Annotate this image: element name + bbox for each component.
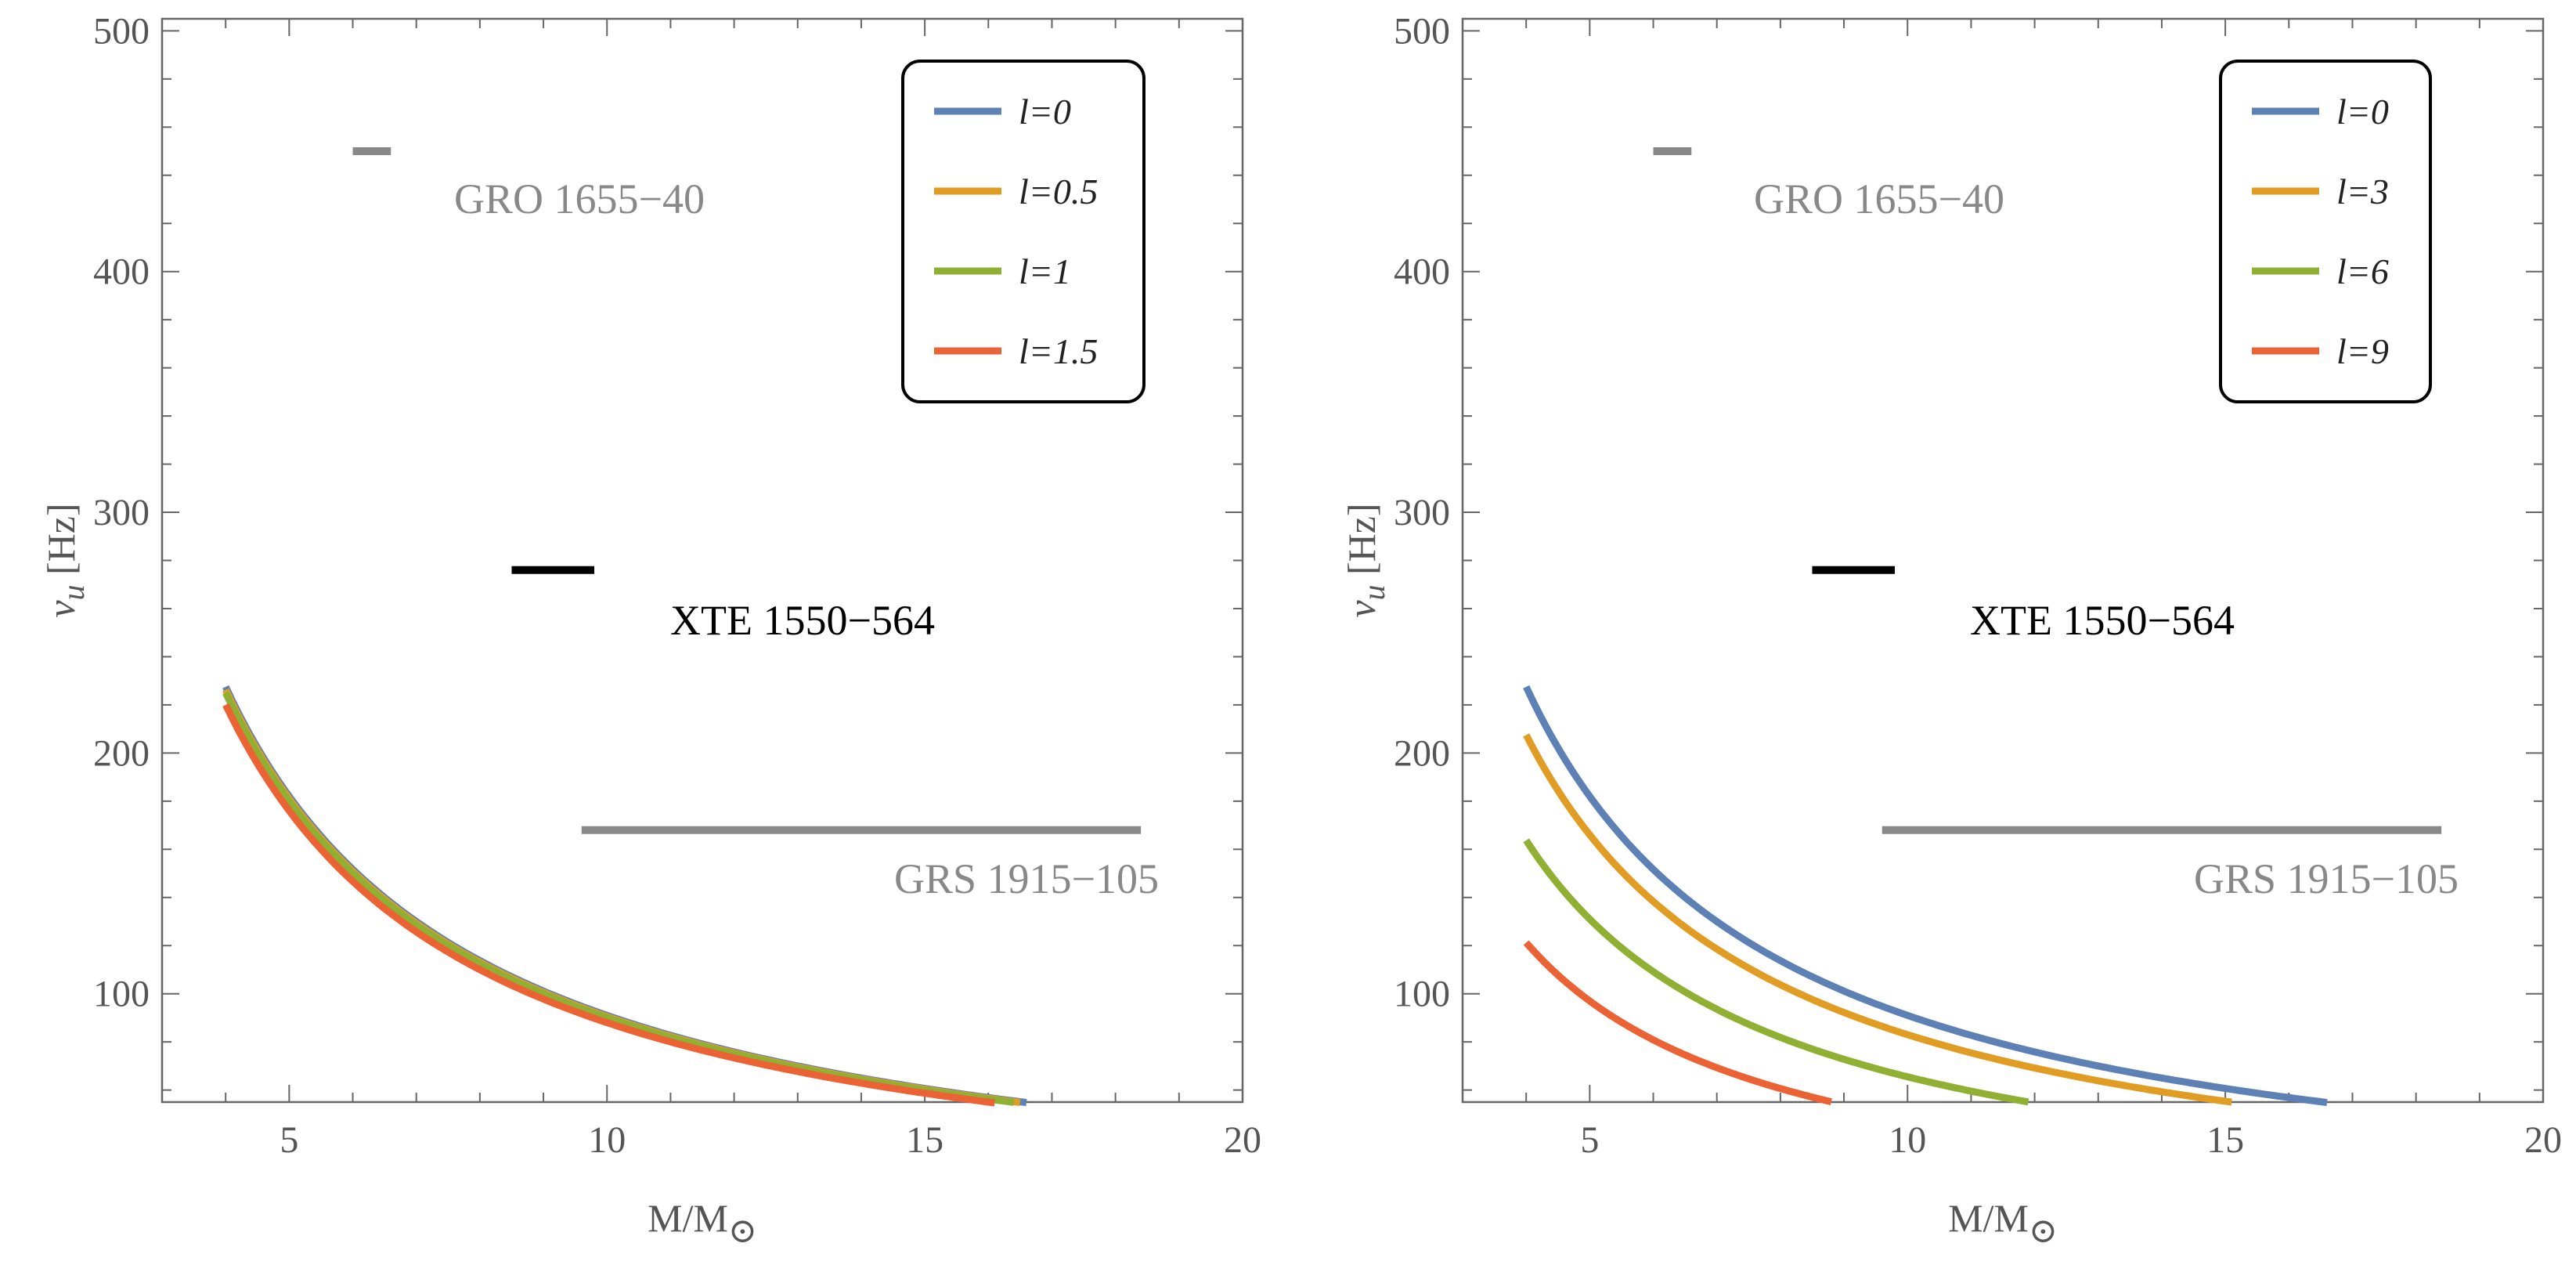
- legend-label: l=9: [2336, 331, 2389, 371]
- chart-panel-2: 5 10 15 20 100 200 300 400 500 M/M⊙ νu [Hz] GRO 165…: [1340, 10, 2562, 1250]
- y-axis-title: νu [Hz]: [1340, 503, 1391, 617]
- x-axis-title: M/M⊙: [1948, 1196, 2058, 1250]
- observation-label: XTE 1550−564: [670, 597, 935, 644]
- x-tick-label: 20: [2524, 1119, 2562, 1161]
- x-axis-title-main: M/M: [648, 1196, 728, 1240]
- observation-label: XTE 1550−564: [1970, 597, 2235, 644]
- legend-label: l=0: [2336, 92, 2389, 132]
- y-tick-label: 200: [1394, 732, 1450, 774]
- x-axis-title-subscript: ⊙: [2029, 1212, 2058, 1250]
- x-tick-label: 15: [906, 1119, 943, 1161]
- x-tick-label: 5: [280, 1119, 298, 1161]
- x-tick-label: 15: [2206, 1119, 2244, 1161]
- y-tick-label: 300: [93, 492, 150, 533]
- y-axis-title-symbol: ν: [1340, 600, 1384, 618]
- series-line: [1523, 838, 2029, 1106]
- x-axis-title: M/M⊙: [648, 1196, 757, 1250]
- legend-label: l=0: [1019, 92, 1071, 132]
- y-axis-title-subscript: u: [1356, 584, 1391, 600]
- series-line: [1523, 733, 2232, 1106]
- y-axis-title-subscript: u: [56, 584, 91, 600]
- observation-label: GRS 1915−105: [2194, 855, 2459, 902]
- chart-panel-1: 5 10 15 20 100 200 300 400 500 M/M⊙ νu [Hz] GRO 165…: [39, 10, 1261, 1250]
- observation-label: GRS 1915−105: [894, 855, 1159, 902]
- y-axis-title-unit: [Hz]: [1340, 503, 1384, 584]
- y-tick-label: 500: [93, 10, 150, 52]
- x-axis-title-subscript: ⊙: [728, 1212, 757, 1250]
- x-tick-label: 20: [1224, 1119, 1261, 1161]
- series-line: [1523, 685, 2328, 1107]
- legend-label: l=1: [1019, 251, 1071, 291]
- legend-box: [2219, 60, 2432, 403]
- y-tick-label: 400: [93, 251, 150, 293]
- y-tick-label: 100: [1394, 974, 1450, 1015]
- legend: l=0 l=3 l=6 l=9: [2219, 60, 2432, 403]
- y-axis-title-group: νu [Hz]: [1340, 503, 1391, 617]
- y-tick-label: 300: [1394, 492, 1450, 533]
- y-tick-label: 200: [93, 732, 150, 774]
- y-axis-title-group: νu [Hz]: [39, 503, 91, 617]
- y-tick-label: 400: [1394, 251, 1450, 293]
- legend-label: l=1.5: [1019, 331, 1098, 371]
- y-axis-title-symbol: ν: [39, 600, 83, 618]
- legend-label: l=6: [2336, 251, 2389, 291]
- y-tick-label: 100: [93, 974, 150, 1015]
- observation-label: GRO 1655−40: [1754, 175, 2004, 222]
- y-axis-title: νu [Hz]: [39, 503, 91, 617]
- legend-label: l=3: [2336, 172, 2389, 211]
- x-tick-label: 5: [1580, 1119, 1599, 1161]
- observation-label: GRO 1655−40: [454, 175, 705, 222]
- legend-label: l=0.5: [1019, 172, 1098, 211]
- series-line: [222, 703, 995, 1107]
- legend: l=0 l=0.5 l=1 l=1.5: [901, 60, 1145, 403]
- x-tick-label: 10: [1889, 1119, 1926, 1161]
- x-axis-title-main: M/M: [1948, 1196, 2029, 1240]
- series-line: [1523, 940, 1832, 1106]
- y-tick-label: 500: [1394, 10, 1450, 52]
- legend-box: [901, 60, 1145, 403]
- y-axis-title-unit: [Hz]: [39, 503, 83, 584]
- x-tick-label: 10: [588, 1119, 626, 1161]
